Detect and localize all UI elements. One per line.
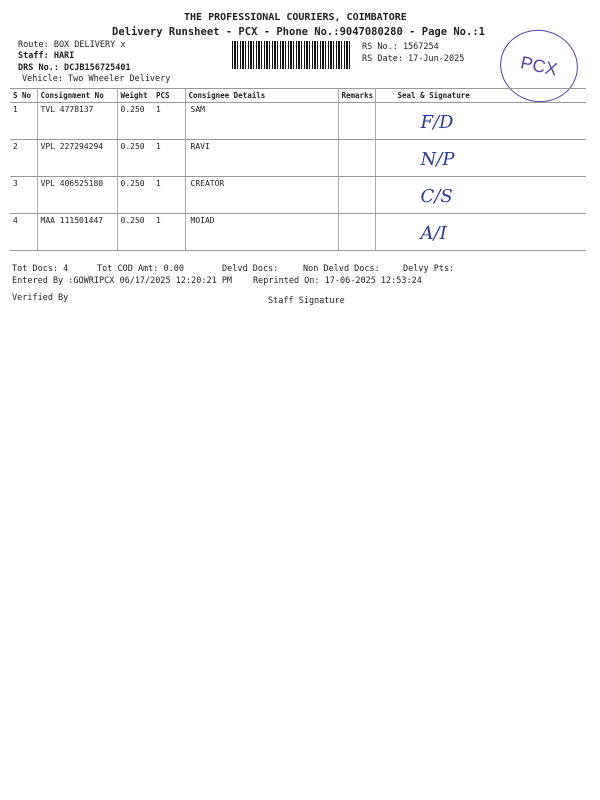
staff: Staff: HARI	[18, 51, 75, 61]
tot-cod-amount: Tot COD Amt: 0.00	[97, 264, 184, 274]
cell-consignee: CREATOR	[184, 176, 338, 214]
cell-signature: A/I	[374, 213, 586, 251]
cell-remarks	[337, 102, 375, 140]
cell-remarks	[337, 139, 375, 177]
consignment-table: S No Consignment No Weight PCS Consignee…	[10, 88, 586, 251]
table-row: 4 MAA 111501447 0.250 1 MOIAD A/I	[10, 213, 586, 251]
cell-consignment: MAA 111501447	[36, 213, 117, 251]
vehicle: Vehicle: Two Wheeler Delivery	[22, 74, 171, 84]
rs-date: RS Date: 17-Jun-2025	[362, 54, 465, 64]
document-title: Delivery Runsheet - PCX - Phone No.:9047…	[112, 26, 485, 38]
entered-by: Entered By :GOWRIPCX 06/17/2025 12:20:21…	[12, 276, 233, 286]
delivery-points: Delvy Pts:	[403, 264, 455, 274]
barcode	[232, 41, 352, 69]
col-signature: Seal & Signature	[374, 88, 586, 103]
cell-weight: 0.250	[116, 176, 153, 214]
verified-by: Verified By	[12, 293, 69, 303]
col-consignee: Consignee Details	[184, 88, 338, 103]
cell-consignment: TVL 4778137	[36, 102, 117, 140]
route: Route: BOX DELIVERY x	[18, 40, 126, 50]
cell-sno: 3	[10, 176, 37, 214]
cell-consignee: RAVI	[184, 139, 338, 177]
cell-weight: 0.250	[116, 102, 153, 140]
cell-consignment: VPL 227294294	[36, 139, 117, 177]
cell-weight: 0.250	[116, 213, 153, 251]
cell-signature: N/P	[374, 139, 586, 177]
col-sno: S No	[10, 88, 37, 103]
cell-remarks	[337, 213, 375, 251]
table-row: 3 VPL 406525180 0.250 1 CREATOR C/S	[10, 176, 586, 214]
delivered-docs: Delvd Docs:	[222, 264, 279, 274]
cell-pcs: 1	[153, 102, 185, 140]
cell-consignee: MOIAD	[184, 213, 338, 251]
reprinted-on: Reprinted On: 17-06-2025 12:53:24	[253, 276, 422, 286]
cell-pcs: 1	[153, 213, 185, 251]
col-consignment: Consignment No	[36, 88, 117, 103]
cell-consignee: SAM	[184, 102, 338, 140]
cell-sno: 1	[10, 102, 37, 140]
drs-number: DRS No.: DCJB156725401	[18, 63, 131, 73]
non-delivered-docs: Non Delvd Docs:	[303, 264, 380, 274]
cell-sno: 4	[10, 213, 37, 251]
tot-docs: Tot Docs: 4	[12, 264, 69, 274]
table-row: 2 VPL 227294294 0.250 1 RAVI N/P	[10, 139, 586, 177]
table-header: S No Consignment No Weight PCS Consignee…	[10, 88, 586, 103]
company-name: THE PROFESSIONAL COURIERS, COIMBATORE	[184, 12, 407, 23]
stamp-text: PCX	[518, 52, 560, 80]
cell-pcs: 1	[153, 176, 185, 214]
cell-signature: F/D	[374, 102, 586, 140]
cell-signature: C/S	[374, 176, 586, 214]
cell-pcs: 1	[153, 139, 185, 177]
cell-sno: 2	[10, 139, 37, 177]
rs-number: RS No.: 1567254	[362, 42, 439, 52]
col-remarks: Remarks	[337, 88, 375, 103]
staff-signature: Staff Signature	[268, 296, 345, 306]
cell-remarks	[337, 176, 375, 214]
col-pcs: PCS	[153, 88, 185, 103]
col-weight: Weight	[116, 88, 153, 103]
cell-consignment: VPL 406525180	[36, 176, 117, 214]
table-row: 1 TVL 4778137 0.250 1 SAM F/D	[10, 102, 586, 140]
cell-weight: 0.250	[116, 139, 153, 177]
